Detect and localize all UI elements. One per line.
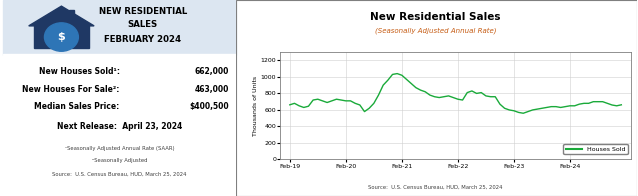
Text: Source:  U.S. Census Bureau, HUD, March 25, 2024: Source: U.S. Census Bureau, HUD, March 2… [52, 172, 187, 177]
Circle shape [45, 23, 78, 51]
Bar [3, 55, 236, 196]
Text: Source:  U.S. Census Bureau, HUD, March 25, 2024: Source: U.S. Census Bureau, HUD, March 2… [368, 185, 503, 190]
Text: 662,000: 662,000 [195, 67, 229, 76]
Text: NEW RESIDENTIAL: NEW RESIDENTIAL [99, 7, 187, 16]
Bar [69, 10, 73, 17]
Y-axis label: Thousands of Units: Thousands of Units [253, 76, 258, 136]
Text: ²Seasonally Adjusted: ²Seasonally Adjusted [92, 158, 147, 163]
Text: Next Release:  April 23, 2024: Next Release: April 23, 2024 [57, 122, 182, 131]
Text: New Houses For Sale²:: New Houses For Sale²: [22, 85, 120, 94]
Text: $400,500: $400,500 [189, 102, 229, 111]
Text: 463,000: 463,000 [195, 85, 229, 94]
Text: New Residential Sales: New Residential Sales [370, 12, 501, 22]
Text: FEBRUARY 2024: FEBRUARY 2024 [105, 35, 181, 44]
Bar [3, 0, 236, 55]
Bar [3, 54, 236, 55]
Polygon shape [34, 25, 89, 48]
Text: $: $ [57, 32, 65, 42]
Text: (Seasonally Adjusted Annual Rate): (Seasonally Adjusted Annual Rate) [375, 27, 496, 34]
Text: SALES: SALES [128, 20, 158, 29]
Text: Median Sales Price:: Median Sales Price: [34, 102, 120, 111]
Text: ¹Seasonally Adjusted Annual Rate (SAAR): ¹Seasonally Adjusted Annual Rate (SAAR) [65, 146, 174, 151]
Legend: Houses Sold: Houses Sold [563, 144, 628, 154]
Text: New Houses Sold¹:: New Houses Sold¹: [39, 67, 120, 76]
Polygon shape [29, 6, 94, 26]
